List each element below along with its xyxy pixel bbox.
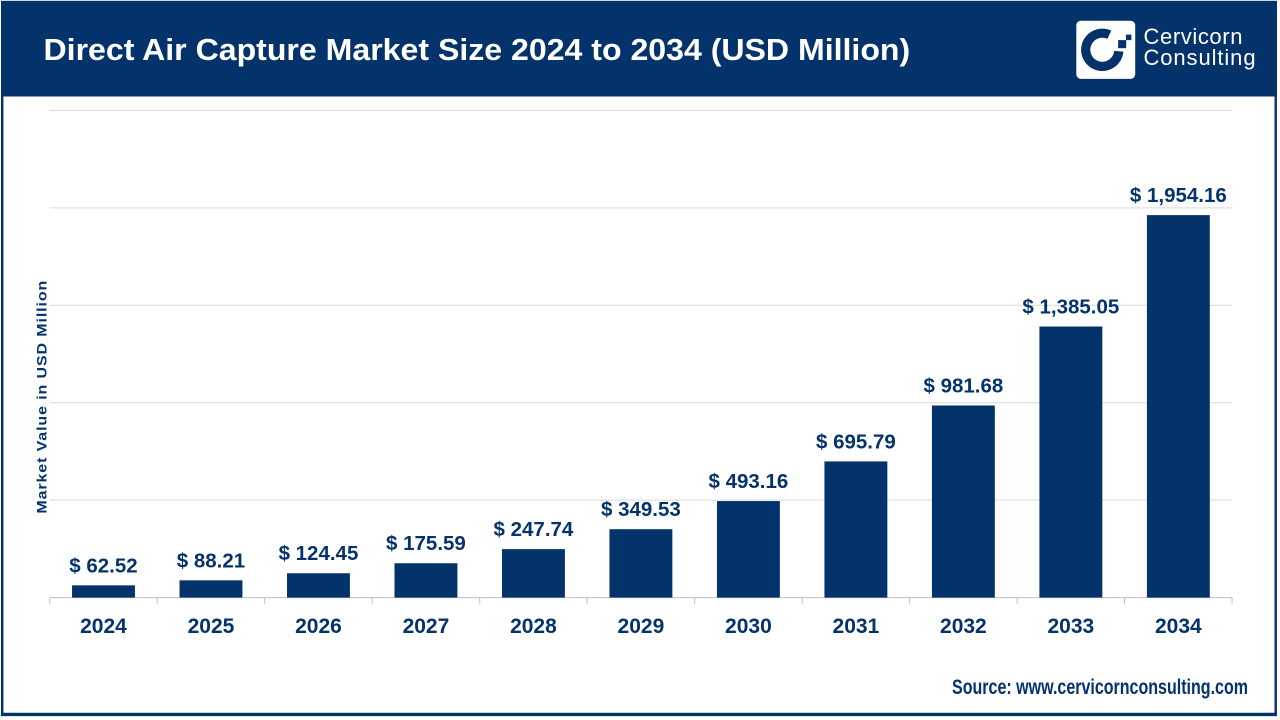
svg-text:$ 247.74: $ 247.74 xyxy=(494,518,574,541)
svg-text:$ 493.16: $ 493.16 xyxy=(709,470,789,493)
svg-text:$ 981.68: $ 981.68 xyxy=(923,374,1003,397)
svg-text:Direct Air Capture Market Size: Direct Air Capture Market Size 2024 to 2… xyxy=(44,32,911,67)
svg-text:2026: 2026 xyxy=(295,615,342,638)
svg-text:$ 1,954.16: $ 1,954.16 xyxy=(1130,184,1227,207)
svg-text:2027: 2027 xyxy=(403,615,450,638)
svg-text:2030: 2030 xyxy=(725,615,772,638)
svg-text:2029: 2029 xyxy=(618,615,665,638)
svg-text:$ 62.52: $ 62.52 xyxy=(69,554,137,577)
svg-text:2031: 2031 xyxy=(833,615,880,638)
svg-text:2025: 2025 xyxy=(188,615,235,638)
svg-text:$ 349.53: $ 349.53 xyxy=(601,498,681,521)
svg-text:2024: 2024 xyxy=(80,615,127,638)
svg-text:2033: 2033 xyxy=(1048,615,1095,638)
svg-text:$ 124.45: $ 124.45 xyxy=(279,542,359,565)
svg-text:2028: 2028 xyxy=(510,615,557,638)
svg-text:Source: www.cervicornconsultin: Source: www.cervicornconsulting.com xyxy=(952,676,1248,700)
svg-text:Consulting: Consulting xyxy=(1144,45,1257,70)
svg-text:$ 695.79: $ 695.79 xyxy=(816,430,896,453)
svg-text:Cervicorn: Cervicorn xyxy=(1144,24,1244,49)
svg-text:$ 1,385.05: $ 1,385.05 xyxy=(1022,296,1119,319)
svg-text:$ 88.21: $ 88.21 xyxy=(177,549,245,572)
svg-text:2034: 2034 xyxy=(1155,615,1202,638)
svg-text:Market Value in USD Million: Market Value in USD Million xyxy=(34,280,50,514)
svg-text:2032: 2032 xyxy=(940,615,987,638)
svg-text:$ 175.59: $ 175.59 xyxy=(386,532,466,555)
